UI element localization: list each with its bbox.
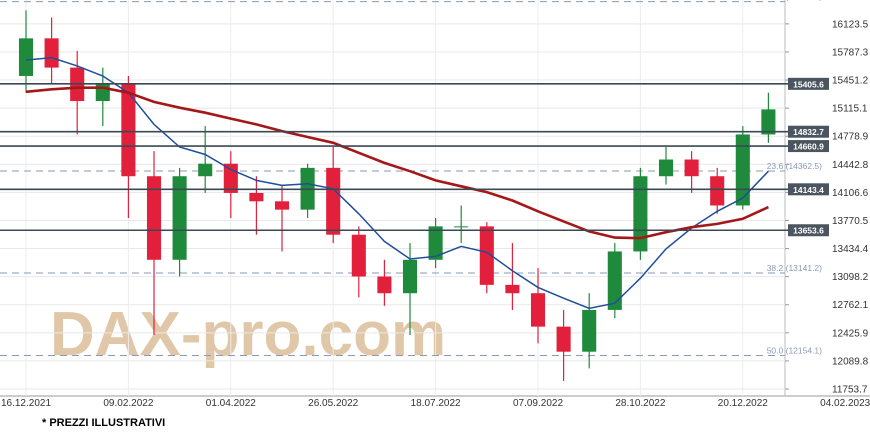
- level-label: 14143.4: [793, 185, 824, 195]
- watermark: DAX-pro.com: [50, 300, 446, 369]
- y-tick-label: 15451.2: [832, 76, 869, 87]
- level-tag: [788, 183, 829, 196]
- candle-body: [274, 201, 290, 210]
- x-tick-label: 01.04.2022: [206, 398, 256, 409]
- candle-body: [249, 192, 264, 202]
- candle-body: [326, 167, 341, 235]
- candle-body: [454, 226, 469, 228]
- level-label: 15405.6: [793, 79, 824, 89]
- level-label: 14832.7: [793, 127, 824, 137]
- candle-body: [18, 38, 34, 76]
- candle-body: [684, 159, 699, 177]
- fib-label: 50.0 (12154.1): [767, 346, 822, 356]
- candle-body: [710, 176, 725, 206]
- level-tag: [788, 140, 829, 153]
- candle-body: [505, 284, 520, 294]
- plot-layer: 15405.6 14832.7 14660.9 14143.4 13653.6: [0, 0, 870, 397]
- candle-body: [146, 176, 162, 260]
- level-tag: [788, 77, 829, 90]
- candle-body: [121, 84, 136, 177]
- candle-body: [735, 134, 750, 206]
- candle-body: [633, 176, 648, 252]
- footnote: * PREZZI ILLUSTRATIVI: [42, 417, 165, 429]
- y-tick-label: 14106.6: [832, 188, 869, 199]
- level-tag: [788, 125, 829, 138]
- candle-body: [582, 309, 597, 352]
- moving-average-line: [25, 86, 769, 240]
- y-tick-label: 12425.9: [832, 328, 869, 339]
- x-tick-label: 09.02.2022: [103, 398, 153, 409]
- level-label: 14660.9: [793, 142, 824, 152]
- candle-body: [377, 276, 392, 294]
- moving-average-line: [25, 56, 769, 310]
- level-label: 13653.6: [793, 226, 824, 236]
- y-tick-label: 15787.3: [832, 47, 869, 58]
- candle-body: [172, 176, 187, 260]
- y-tick-label: 14442.8: [832, 160, 869, 171]
- y-tick-label: 13434.4: [832, 244, 869, 255]
- x-tick-label: 04.02.2023: [820, 398, 870, 409]
- y-tick-label: 16123.5: [832, 19, 869, 30]
- y-tick-label: 12089.8: [832, 356, 869, 367]
- x-tick-label: 20.12.2022: [718, 398, 768, 409]
- x-tick-label: 18.07.2022: [411, 398, 461, 409]
- candle-body: [479, 226, 494, 285]
- candle-body: [44, 38, 59, 68]
- fib-label: 23.6 (14362.5): [767, 161, 822, 171]
- candle-body: [351, 234, 366, 277]
- candle-body: [761, 109, 776, 135]
- candle-body: [530, 293, 546, 327]
- candle-body: [556, 326, 571, 352]
- candle-body: [658, 159, 674, 177]
- candle-body: [402, 259, 418, 294]
- y-tick-label: 13098.2: [832, 272, 869, 283]
- y-tick-label: 14778.9: [832, 132, 869, 143]
- y-tick-label: 13770.5: [832, 216, 869, 227]
- fib-label: 0.0 (16389.7): [771, 0, 822, 2]
- y-tick-label: 11753.7: [832, 385, 868, 396]
- x-tick-label: 07.09.2022: [513, 398, 563, 409]
- level-tag: [788, 224, 829, 237]
- y-tick-label: 15115.1: [832, 104, 868, 115]
- candle-body: [607, 251, 622, 310]
- x-tick-label: 26.05.2022: [308, 398, 358, 409]
- x-tick-label: 28.10.2022: [615, 398, 665, 409]
- y-tick-label: 12762.1: [832, 300, 869, 311]
- candle-body: [428, 226, 443, 260]
- candle-body: [198, 163, 213, 177]
- fib-label: 38.2 (13141.2): [767, 263, 822, 273]
- x-tick-label: 16.12.2021: [1, 398, 51, 409]
